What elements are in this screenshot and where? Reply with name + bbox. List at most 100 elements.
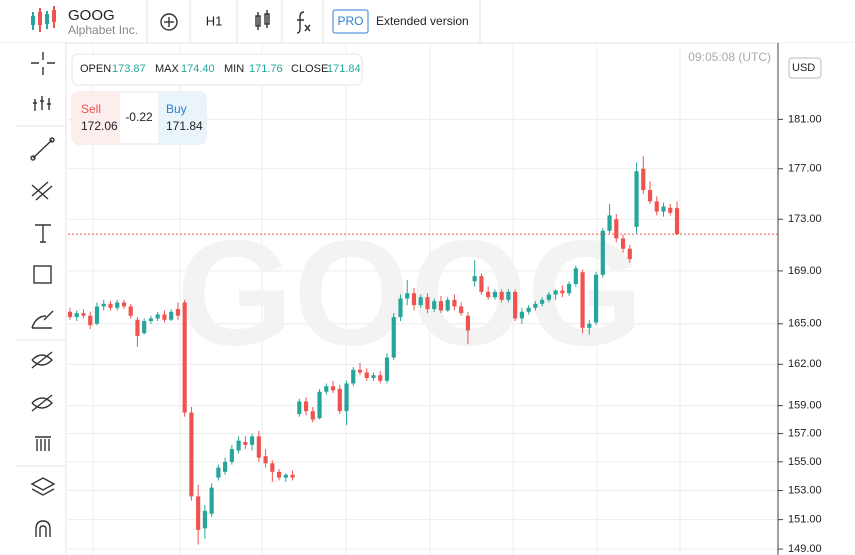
symbol[interactable]: GOOG xyxy=(68,7,115,24)
y-tick-label: 157.00 xyxy=(788,427,822,439)
buy-button[interactable] xyxy=(158,92,206,144)
buy-price[interactable]: 171.84 xyxy=(166,119,203,133)
candle-body xyxy=(351,369,356,384)
candle-body xyxy=(128,306,133,316)
candle-body xyxy=(432,301,437,310)
candle-body xyxy=(425,297,430,310)
candle-body xyxy=(283,474,288,478)
candle-body xyxy=(344,383,349,412)
candle-body xyxy=(236,440,241,451)
extended-version[interactable]: Extended version xyxy=(376,14,469,28)
candle-body xyxy=(526,307,531,312)
candle-body xyxy=(81,313,86,316)
y-tick-label: 169.00 xyxy=(788,265,822,277)
buy-label[interactable]: Buy xyxy=(166,102,187,116)
candle-body xyxy=(533,303,538,308)
y-tick-label: 181.00 xyxy=(788,113,822,125)
candle-body xyxy=(513,291,518,319)
candle-body xyxy=(634,171,639,227)
candle-body xyxy=(647,190,653,202)
ohlc-label: MAX xyxy=(155,63,180,75)
candle-body xyxy=(614,219,619,239)
candle-body xyxy=(553,290,558,295)
logo xyxy=(31,6,56,32)
candle-body xyxy=(276,471,282,478)
candle-body xyxy=(479,276,484,292)
candle-body xyxy=(357,369,363,373)
candle-body xyxy=(411,293,417,306)
price-ticks: 181.00 177.00 173.00 169.00 165.00 162.00 159.… xyxy=(778,113,822,555)
candle-body xyxy=(155,314,160,319)
chart-type-button[interactable] xyxy=(255,10,270,30)
sell-label[interactable]: Sell xyxy=(81,102,101,116)
candle-body xyxy=(74,313,79,318)
candle-body xyxy=(290,474,295,478)
timeframe[interactable]: H1 xyxy=(206,13,223,28)
candle-body xyxy=(223,461,228,472)
clock: 09:05:08 (UTC) xyxy=(688,50,771,64)
y-tick-label: 151.00 xyxy=(788,514,822,526)
candle-body xyxy=(486,291,491,298)
candle-body xyxy=(398,298,403,318)
sell-price[interactable]: 172.06 xyxy=(81,119,118,133)
candle-body xyxy=(566,283,572,294)
candle-body xyxy=(250,436,255,445)
candle-body xyxy=(445,299,450,311)
candle-body xyxy=(270,463,275,472)
y-tick-label: 165.00 xyxy=(788,318,822,330)
sell-button[interactable] xyxy=(72,92,120,144)
y-tick-label: 177.00 xyxy=(788,163,822,175)
left-toolbar xyxy=(0,43,66,555)
candle-body xyxy=(607,215,612,231)
candle-body xyxy=(169,311,174,320)
candle-body xyxy=(297,401,302,414)
currency[interactable]: USD xyxy=(792,62,815,74)
candle-body xyxy=(641,168,646,191)
tool-icons[interactable] xyxy=(16,52,66,537)
candle-body xyxy=(405,293,410,299)
candle-body xyxy=(391,317,396,358)
candle-body xyxy=(324,386,329,392)
spread: -0.22 xyxy=(125,110,153,124)
candle-body xyxy=(499,291,504,300)
candle-body xyxy=(627,248,632,260)
y-tick-label: 159.00 xyxy=(788,400,822,412)
candle-body xyxy=(620,238,626,249)
y-tick-label: 153.00 xyxy=(788,484,822,496)
indicators-button[interactable] xyxy=(296,11,311,34)
candle-body xyxy=(216,467,221,478)
candle-body xyxy=(452,299,457,307)
candle-body xyxy=(438,301,444,311)
pro-label[interactable]: PRO xyxy=(337,14,363,28)
price-axis xyxy=(778,43,855,555)
candle-body xyxy=(310,411,315,420)
pro-badge[interactable] xyxy=(332,9,369,34)
candle-body xyxy=(337,388,342,412)
candle-body xyxy=(459,306,464,314)
add-button[interactable] xyxy=(160,13,178,31)
candle-body xyxy=(256,436,261,458)
candle-body xyxy=(135,319,140,336)
candle-body xyxy=(371,375,376,378)
candle-body xyxy=(668,207,673,213)
candle-body xyxy=(148,318,154,322)
candle-body xyxy=(175,309,181,316)
candles xyxy=(67,156,778,545)
ohlc-label: MIN xyxy=(224,63,244,75)
candle-body xyxy=(317,391,322,419)
candle-body xyxy=(303,401,309,412)
candle-body xyxy=(182,302,187,413)
candle-body xyxy=(418,297,423,306)
ohlc-value: 171.84 xyxy=(327,63,361,75)
candle-body xyxy=(108,303,113,308)
ohlc-label: OPEN xyxy=(80,63,111,75)
candle-body xyxy=(101,303,106,307)
ohlc-panel xyxy=(71,53,363,86)
candle-body xyxy=(263,456,268,464)
ohlc-label: CLOSE xyxy=(291,63,328,75)
ohlc-value: 171.76 xyxy=(249,63,283,75)
candle-body xyxy=(378,375,383,381)
currency-box[interactable] xyxy=(788,57,822,79)
